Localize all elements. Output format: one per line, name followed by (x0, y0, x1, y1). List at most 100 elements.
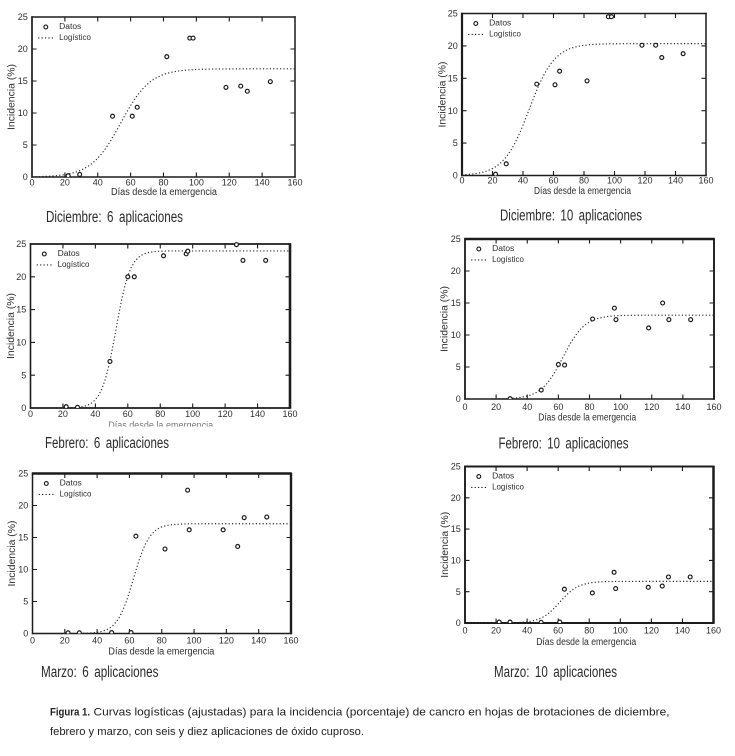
svg-text:10: 10 (18, 108, 28, 118)
svg-text:60: 60 (124, 636, 134, 646)
svg-text:20: 20 (448, 41, 458, 51)
svg-text:40: 40 (518, 176, 528, 186)
svg-text:140: 140 (675, 402, 690, 412)
svg-text:Incidencia (%): Incidencia (%) (7, 521, 18, 587)
svg-text:25: 25 (18, 469, 28, 479)
svg-text:25: 25 (451, 462, 461, 472)
svg-text:Logístico: Logístico (492, 255, 524, 264)
svg-text:Días desde la emergencia: Días desde la emergencia (108, 420, 213, 431)
svg-text:0: 0 (28, 409, 33, 419)
svg-text:40: 40 (522, 625, 532, 635)
svg-text:100: 100 (189, 177, 204, 187)
svg-text:160: 160 (706, 625, 721, 635)
svg-text:0: 0 (462, 402, 467, 412)
svg-text:0: 0 (29, 177, 34, 187)
svg-text:15: 15 (16, 305, 26, 315)
svg-text:15: 15 (448, 73, 458, 83)
svg-text:120: 120 (222, 177, 237, 187)
svg-text:140: 140 (250, 409, 265, 419)
svg-text:Datos: Datos (58, 249, 80, 258)
svg-text:Logístico: Logístico (60, 489, 92, 498)
svg-text:5: 5 (456, 587, 461, 597)
svg-text:Marzo: 10 aplicaciones: Marzo: 10 aplicaciones (494, 664, 617, 681)
svg-text:40: 40 (90, 409, 100, 419)
svg-text:Incidencia (%): Incidencia (%) (438, 62, 449, 128)
svg-text:15: 15 (451, 524, 461, 534)
svg-text:Febrero: 10 aplicaciones: Febrero: 10 aplicaciones (499, 436, 629, 453)
svg-text:20: 20 (451, 493, 461, 503)
svg-text:15: 15 (451, 298, 461, 308)
svg-text:20: 20 (60, 636, 70, 646)
svg-text:160: 160 (282, 409, 297, 419)
svg-text:5: 5 (23, 140, 28, 150)
svg-text:0: 0 (456, 618, 461, 628)
svg-text:40: 40 (522, 402, 532, 412)
svg-text:60: 60 (553, 402, 563, 412)
svg-text:Días desde la emergencia: Días desde la emergencia (108, 647, 214, 658)
svg-text:Días desde la emergencia: Días desde la emergencia (111, 187, 217, 198)
svg-text:140: 140 (668, 176, 683, 186)
svg-text:100: 100 (613, 402, 628, 412)
svg-text:20: 20 (60, 177, 70, 187)
svg-text:20: 20 (491, 625, 501, 635)
svg-text:Logístico: Logístico (59, 33, 91, 42)
svg-text:15: 15 (18, 533, 28, 543)
svg-text:25: 25 (16, 239, 26, 249)
svg-text:0: 0 (21, 403, 26, 413)
svg-text:100: 100 (185, 409, 200, 419)
svg-text:20: 20 (16, 272, 26, 282)
svg-text:Datos: Datos (489, 19, 511, 28)
svg-text:80: 80 (155, 409, 165, 419)
svg-text:Logístico: Logístico (58, 260, 90, 269)
svg-text:Diciembre: 6 aplicaciones: Diciembre: 6 aplicaciones (46, 209, 183, 226)
svg-text:10: 10 (448, 106, 458, 116)
svg-text:40: 40 (92, 636, 102, 646)
svg-text:20: 20 (18, 44, 28, 54)
svg-text:60: 60 (548, 176, 558, 186)
svg-text:10: 10 (451, 556, 461, 566)
svg-text:20: 20 (487, 176, 497, 186)
svg-text:5: 5 (456, 362, 461, 372)
svg-text:Incidencia (%): Incidencia (%) (6, 64, 17, 130)
svg-text:Figura 1.: Figura 1. (50, 706, 90, 718)
svg-text:120: 120 (644, 402, 659, 412)
svg-text:40: 40 (93, 177, 103, 187)
svg-text:Datos: Datos (60, 479, 82, 488)
svg-text:10: 10 (18, 565, 28, 575)
svg-text:160: 160 (287, 177, 302, 187)
svg-text:15: 15 (18, 76, 28, 86)
svg-text:60: 60 (123, 409, 133, 419)
svg-text:0: 0 (30, 636, 35, 646)
svg-text:120: 120 (644, 625, 659, 635)
svg-text:Días desde la emergencia: Días desde la emergencia (534, 186, 631, 197)
svg-text:Curvas logísticas (ajustadas): Curvas logísticas (ajustadas) para la in… (94, 706, 670, 718)
svg-text:10: 10 (451, 330, 461, 340)
svg-text:20: 20 (491, 402, 501, 412)
svg-text:Incidencia (%): Incidencia (%) (440, 286, 451, 352)
svg-text:25: 25 (18, 12, 28, 22)
svg-text:0: 0 (462, 625, 467, 635)
svg-text:100: 100 (613, 625, 628, 635)
svg-text:febrero y marzo, con seis y di: febrero y marzo, con seis y diez aplicac… (50, 726, 364, 738)
svg-text:Días desde la emergencia: Días desde la emergencia (538, 412, 636, 423)
svg-text:Diciembre: 10 aplicaciones: Diciembre: 10 aplicaciones (500, 208, 642, 225)
svg-text:120: 120 (219, 636, 234, 646)
svg-text:20: 20 (58, 409, 68, 419)
svg-text:Datos: Datos (492, 244, 514, 253)
svg-text:25: 25 (451, 234, 461, 244)
svg-text:80: 80 (158, 177, 168, 187)
svg-text:160: 160 (698, 176, 713, 186)
svg-text:Febrero: 6 aplicaciones: Febrero: 6 aplicaciones (45, 435, 169, 452)
svg-text:20: 20 (18, 501, 28, 511)
svg-text:10: 10 (16, 338, 26, 348)
svg-text:Incidencia (%): Incidencia (%) (440, 512, 451, 578)
svg-text:Días desde la emergencia: Días desde la emergencia (536, 637, 636, 648)
svg-text:Datos: Datos (59, 22, 81, 31)
svg-text:160: 160 (283, 636, 298, 646)
svg-text:5: 5 (21, 370, 26, 380)
svg-text:80: 80 (579, 176, 589, 186)
svg-text:Incidencia (%): Incidencia (%) (6, 293, 17, 359)
svg-text:60: 60 (553, 625, 563, 635)
svg-text:160: 160 (706, 402, 721, 412)
svg-text:5: 5 (23, 597, 28, 607)
